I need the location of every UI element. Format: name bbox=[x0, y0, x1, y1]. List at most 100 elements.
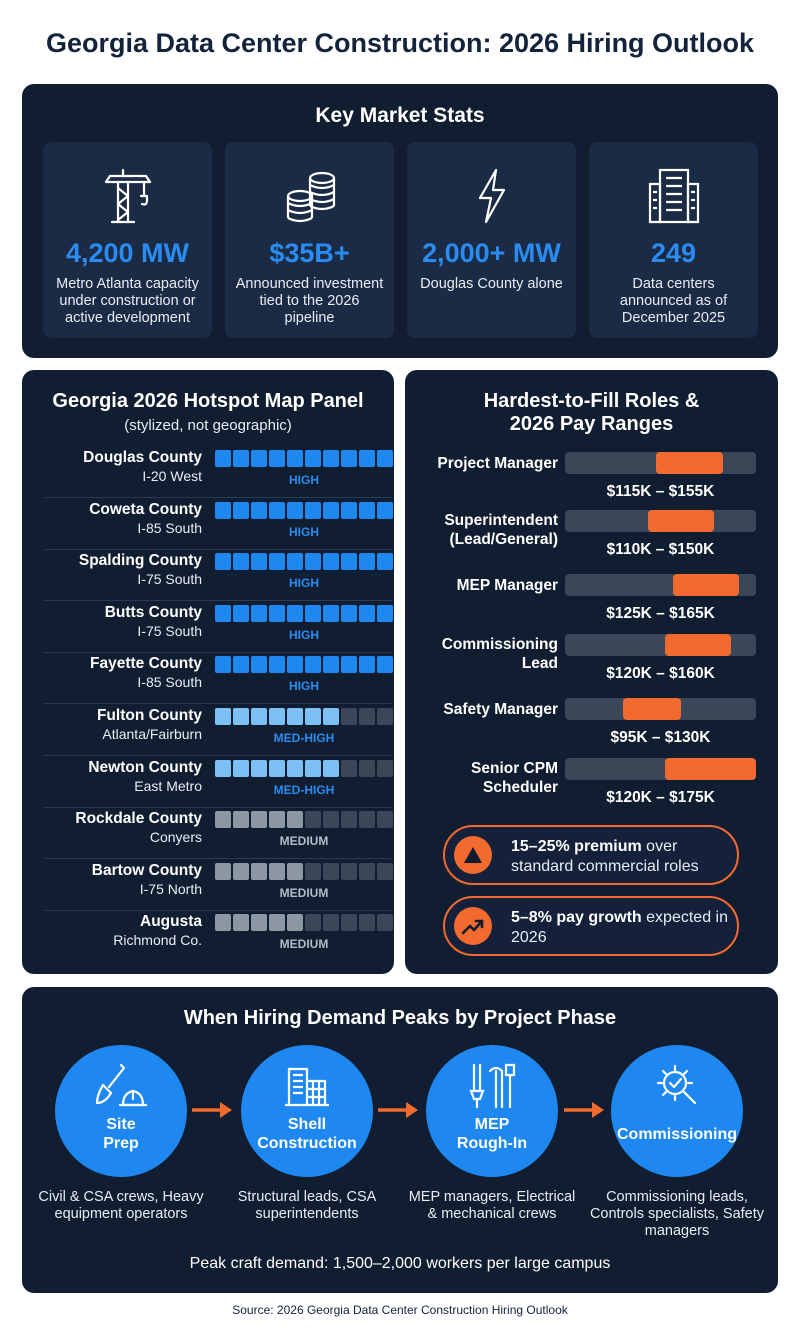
demand-segment bbox=[359, 708, 375, 725]
demand-segment bbox=[287, 914, 303, 932]
role-name: Safety Manager bbox=[443, 701, 558, 718]
lightning-icon bbox=[407, 166, 576, 226]
stat-card-douglas: 2,000+ MW Douglas County alone bbox=[407, 142, 576, 338]
stat-description: Announced investment tied to the 2026 pi… bbox=[235, 276, 384, 326]
premium-text: 15–25% premium over standard commercial … bbox=[511, 838, 699, 875]
demand-segment bbox=[215, 553, 231, 571]
pay-range-label: $120K – $175K bbox=[606, 789, 715, 806]
demand-bar bbox=[215, 811, 393, 829]
demand-segment bbox=[323, 604, 339, 622]
county-corridor: I-85 South bbox=[137, 519, 202, 536]
demand-segment bbox=[233, 604, 249, 622]
county-name: Bartow County bbox=[91, 861, 202, 879]
demand-level: HIGH bbox=[289, 627, 319, 642]
demand-segment bbox=[269, 811, 285, 829]
demand-level: MEDIUM bbox=[279, 885, 329, 900]
demand-bar bbox=[215, 553, 393, 571]
phase-description: MEP managers, Electrical & mechanical cr… bbox=[408, 1189, 576, 1222]
shovel-hardhat-icon bbox=[55, 1061, 187, 1109]
phase-label: Site bbox=[106, 1116, 136, 1133]
demand-segment bbox=[377, 501, 393, 519]
county-row: Douglas County I-20 West HIGH bbox=[44, 446, 393, 498]
county-row: Butts County I-75 South HIGH bbox=[44, 601, 393, 653]
demand-segment bbox=[269, 553, 285, 571]
demand-segment bbox=[377, 914, 393, 932]
roles-heading-line1: Hardest-to-Fill Roles & bbox=[483, 390, 700, 412]
demand-segment bbox=[287, 604, 303, 622]
demand-segment bbox=[269, 604, 285, 622]
demand-segment bbox=[359, 553, 375, 571]
stat-value: 4,200 MW bbox=[65, 238, 190, 268]
demand-segment bbox=[251, 656, 267, 674]
demand-level: MEDIUM bbox=[279, 834, 329, 849]
county-name: Butts County bbox=[104, 603, 202, 621]
key-market-stats-panel: Key Market Stats 4,200 MW Metro Atlanta … bbox=[22, 84, 778, 358]
demand-segment bbox=[251, 450, 267, 467]
demand-segment bbox=[215, 501, 231, 519]
demand-segment bbox=[287, 811, 303, 829]
demand-segment bbox=[341, 553, 357, 571]
phase-mep-rough-in: MEP Rough-In bbox=[426, 1045, 558, 1177]
demand-segment bbox=[233, 708, 249, 725]
phase-label: Construction bbox=[257, 1135, 357, 1152]
stat-value: 2,000+ MW bbox=[422, 238, 561, 268]
county-corridor: I-75 South bbox=[137, 571, 202, 588]
pay-range-bar bbox=[672, 574, 740, 596]
arrow-right-icon bbox=[564, 1102, 604, 1118]
county-name: Newton County bbox=[88, 758, 202, 776]
stat-card-investment: $35B+ Announced investment tied to the 2… bbox=[225, 142, 394, 338]
demand-segment bbox=[377, 450, 393, 467]
county-row: Newton County East Metro MED-HIGH bbox=[44, 756, 393, 808]
demand-level: HIGH bbox=[289, 473, 319, 487]
stat-card-capacity: 4,200 MW Metro Atlanta capacity under co… bbox=[43, 142, 212, 338]
pay-range-bar bbox=[623, 698, 682, 720]
arrow-right-icon bbox=[192, 1102, 232, 1118]
demand-segment bbox=[323, 656, 339, 674]
demand-segment bbox=[215, 862, 231, 880]
demand-segment bbox=[233, 811, 249, 829]
county-corridor: I-75 North bbox=[139, 880, 202, 897]
demand-segment bbox=[377, 759, 393, 777]
demand-segment bbox=[287, 759, 303, 777]
demand-segment bbox=[251, 708, 267, 725]
demand-segment bbox=[323, 501, 339, 519]
demand-bar bbox=[215, 656, 393, 674]
phase-site-prep: Site Prep bbox=[55, 1045, 187, 1177]
demand-segment bbox=[215, 914, 231, 932]
demand-segment bbox=[305, 656, 321, 674]
premium-callout: 15–25% premium over standard commercial … bbox=[443, 825, 739, 885]
pay-range-track bbox=[565, 574, 756, 596]
pay-range-label: $110K – $150K bbox=[606, 541, 715, 558]
pay-range-bar bbox=[664, 634, 732, 656]
roles-heading-line2: 2026 Pay Ranges bbox=[509, 413, 674, 435]
demand-segment bbox=[269, 501, 285, 519]
county-corridor: Atlanta/Fairburn bbox=[102, 726, 202, 742]
demand-segment bbox=[215, 811, 231, 829]
demand-segment bbox=[341, 604, 357, 622]
stat-description: Douglas County alone bbox=[420, 276, 563, 292]
demand-segment bbox=[341, 811, 357, 829]
pay-range-track bbox=[565, 510, 756, 532]
county-name: Rockdale County bbox=[75, 810, 202, 828]
demand-segment bbox=[251, 553, 267, 571]
county-name: Douglas County bbox=[83, 449, 202, 466]
demand-level: HIGH bbox=[289, 576, 319, 591]
demand-segment bbox=[215, 656, 231, 674]
pay-range-bar bbox=[648, 510, 715, 532]
demand-segment bbox=[323, 708, 339, 725]
stats-heading: Key Market Stats bbox=[315, 104, 485, 127]
demand-level: HIGH bbox=[289, 679, 319, 694]
arrow-right-icon bbox=[378, 1102, 418, 1118]
demand-segment bbox=[305, 450, 321, 467]
demand-segment bbox=[269, 656, 285, 674]
phase-commissioning: Commissioning bbox=[611, 1045, 743, 1177]
demand-segment bbox=[251, 501, 267, 519]
demand-segment bbox=[287, 708, 303, 725]
demand-segment bbox=[359, 862, 375, 880]
demand-segment bbox=[323, 759, 339, 777]
demand-segment bbox=[377, 811, 393, 829]
pay-range-bar bbox=[664, 758, 756, 780]
demand-segment bbox=[305, 811, 321, 829]
demand-segment bbox=[341, 656, 357, 674]
map-subheading: (stylized, not geographic) bbox=[124, 417, 292, 434]
